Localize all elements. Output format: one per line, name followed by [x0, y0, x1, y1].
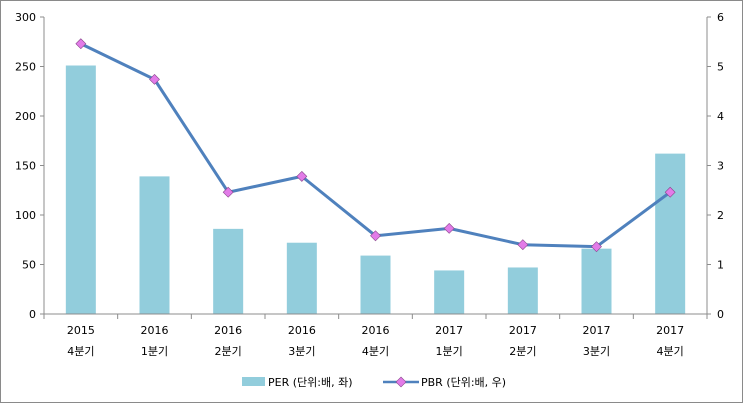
right-tick-label: 3 [717, 160, 724, 173]
per-bars [65, 65, 686, 314]
left-y-ticks: 0 50 100 150 200 250 300 [15, 11, 44, 321]
category-year-label: 2017 [435, 324, 463, 337]
per-bar [139, 176, 170, 314]
left-tick-label: 0 [29, 308, 36, 321]
category-year-label: 2016 [288, 324, 316, 337]
pbr-point [664, 186, 676, 198]
legend: PER (단위:배, 좌) PBR (단위:배, 우) [242, 376, 506, 389]
pbr-point [149, 73, 160, 85]
left-tick-label: 200 [15, 110, 36, 123]
pbr-point [222, 186, 234, 198]
category-quarter-label: 2분기 [509, 345, 536, 358]
category-year-label: 2017 [509, 324, 537, 337]
pbr-point [75, 38, 87, 50]
left-tick-label: 50 [22, 259, 36, 272]
category-quarter-label: 2분기 [215, 345, 242, 358]
x-ticks [43, 314, 708, 319]
category-labels: 2015 4분기 2016 1분기 2016 2분기 2016 3분기 2016 4분기 2017 1… [67, 324, 684, 358]
category-quarter-label: 1분기 [141, 345, 168, 358]
category-quarter-label: 4분기 [67, 345, 94, 358]
category-year-label: 2016 [362, 324, 390, 337]
category-year-label: 2016 [141, 324, 169, 337]
right-tick-label: 1 [717, 259, 724, 272]
per-bar [65, 65, 96, 314]
left-tick-label: 300 [15, 11, 36, 24]
per-bar [360, 255, 391, 314]
pbr-line-layer [75, 38, 676, 253]
category-year-label: 2017 [656, 324, 684, 337]
legend-per-label: PER (단위:배, 좌) [268, 376, 353, 389]
category-quarter-label: 1분기 [436, 345, 463, 358]
left-tick-label: 100 [15, 209, 36, 222]
legend-pbr-label: PBR (단위:배, 우) [421, 376, 506, 389]
pbr-point [591, 241, 602, 253]
pbr-point [443, 222, 455, 234]
per-bar [434, 270, 465, 314]
category-quarter-label: 4분기 [362, 345, 389, 358]
category-year-label: 2016 [214, 324, 242, 337]
left-tick-label: 250 [15, 61, 36, 74]
per-bar [655, 153, 686, 314]
right-tick-label: 4 [717, 110, 724, 123]
category-quarter-label: 3분기 [583, 345, 610, 358]
right-tick-label: 5 [717, 61, 724, 74]
right-y-ticks: 0 1 2 3 4 5 6 [707, 11, 724, 321]
pbr-point [517, 239, 529, 251]
legend-pbr-marker [395, 376, 407, 388]
pbr-point [296, 170, 308, 182]
right-tick-label: 6 [717, 11, 724, 24]
category-year-label: 2017 [583, 324, 611, 337]
per-bar [581, 248, 612, 314]
per-bar [213, 228, 244, 314]
per-bar [507, 267, 538, 314]
pbr-point [370, 230, 381, 242]
category-quarter-label: 3분기 [288, 345, 315, 358]
category-year-label: 2015 [67, 324, 95, 337]
legend-per-swatch [242, 377, 265, 386]
right-tick-label: 0 [717, 308, 724, 321]
category-quarter-label: 4분기 [657, 345, 684, 358]
per-bar [286, 242, 317, 314]
left-tick-label: 150 [15, 160, 36, 173]
right-tick-label: 2 [717, 209, 724, 222]
